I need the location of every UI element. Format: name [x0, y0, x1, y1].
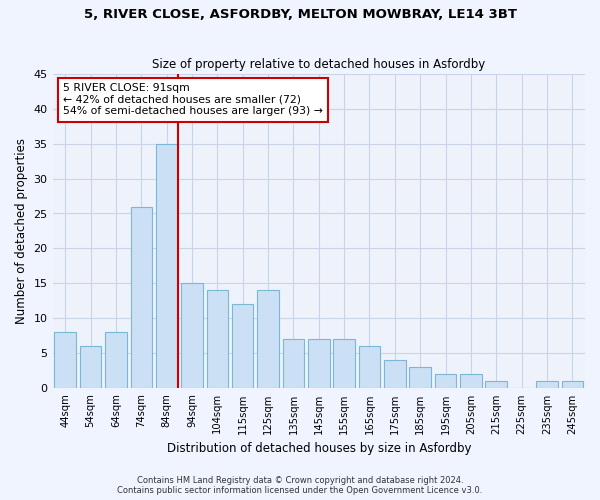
- Bar: [359, 346, 380, 389]
- Bar: [206, 290, 228, 388]
- Bar: [334, 340, 355, 388]
- Bar: [485, 382, 507, 388]
- Bar: [308, 340, 329, 388]
- Bar: [181, 284, 203, 389]
- Bar: [131, 206, 152, 388]
- Text: 5 RIVER CLOSE: 91sqm
← 42% of detached houses are smaller (72)
54% of semi-detac: 5 RIVER CLOSE: 91sqm ← 42% of detached h…: [63, 83, 323, 116]
- Bar: [283, 340, 304, 388]
- Y-axis label: Number of detached properties: Number of detached properties: [15, 138, 28, 324]
- Bar: [384, 360, 406, 388]
- Bar: [460, 374, 482, 388]
- Bar: [409, 368, 431, 388]
- Bar: [156, 144, 178, 388]
- Text: 5, RIVER CLOSE, ASFORDBY, MELTON MOWBRAY, LE14 3BT: 5, RIVER CLOSE, ASFORDBY, MELTON MOWBRAY…: [83, 8, 517, 20]
- Bar: [435, 374, 457, 388]
- Bar: [536, 382, 558, 388]
- Bar: [80, 346, 101, 389]
- Bar: [562, 382, 583, 388]
- Bar: [232, 304, 253, 388]
- Text: Contains HM Land Registry data © Crown copyright and database right 2024.
Contai: Contains HM Land Registry data © Crown c…: [118, 476, 482, 495]
- Bar: [55, 332, 76, 388]
- X-axis label: Distribution of detached houses by size in Asfordby: Distribution of detached houses by size …: [167, 442, 471, 455]
- Bar: [257, 290, 279, 388]
- Title: Size of property relative to detached houses in Asfordby: Size of property relative to detached ho…: [152, 58, 485, 71]
- Bar: [105, 332, 127, 388]
